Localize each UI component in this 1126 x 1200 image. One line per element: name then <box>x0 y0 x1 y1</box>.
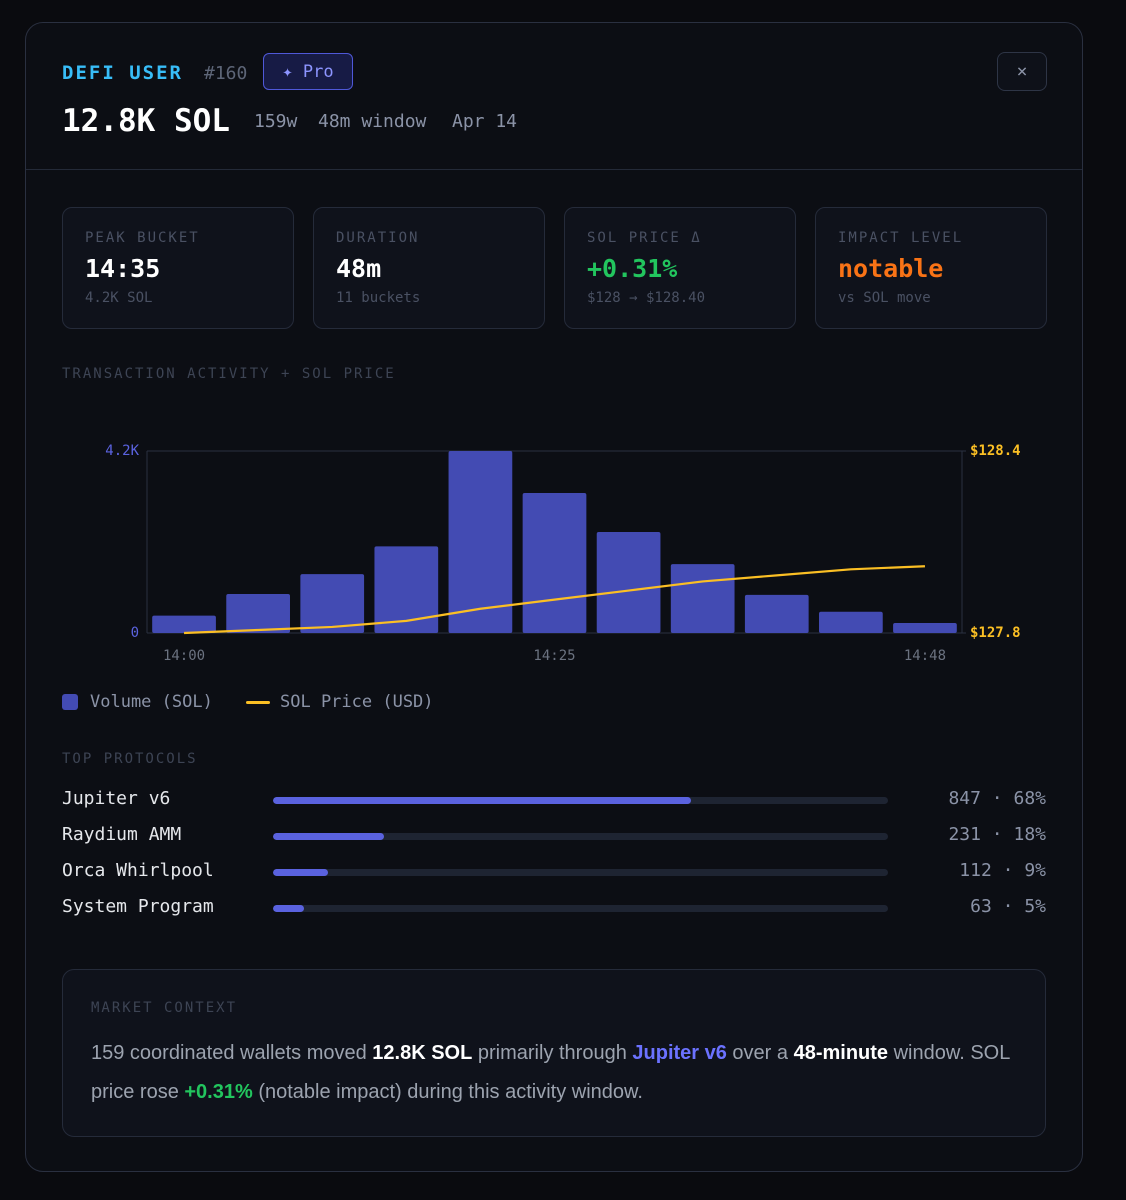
context-part: over a <box>726 1042 794 1064</box>
stat-label: IMPACT LEVEL <box>838 230 964 246</box>
protocol-bar <box>273 797 692 804</box>
bar <box>522 493 587 633</box>
user-id: #160 <box>204 63 248 84</box>
context-title: MARKET CONTEXT <box>91 1000 238 1016</box>
protocol-stats: 63 · 5% <box>970 896 1046 917</box>
bar <box>670 564 735 633</box>
context-part: 159 coordinated wallets moved <box>91 1042 373 1064</box>
meta-window: 48m window <box>318 111 427 132</box>
context-part: 48-minute <box>793 1042 889 1064</box>
pro-badge[interactable]: ✦ Pro <box>263 53 353 90</box>
y2-tick-label: $127.8 <box>970 625 1021 641</box>
stat-value: 14:35 <box>85 254 161 283</box>
stat-card: IMPACT LEVEL notable vs SOL move <box>815 207 1047 329</box>
protocol-count: 63 <box>970 896 992 917</box>
context-text: 159 coordinated wallets moved 12.8K SOL … <box>91 1034 1021 1112</box>
protocol-count: 112 <box>959 860 992 881</box>
meta-date: Apr 14 <box>452 111 518 132</box>
stat-value: notable <box>838 254 944 283</box>
separator: · <box>991 896 1025 917</box>
x-tick-label: 14:25 <box>533 648 575 664</box>
protocol-name: Jupiter v6 <box>62 788 171 809</box>
protocol-name: System Program <box>62 896 214 917</box>
protocol-track <box>273 797 888 804</box>
stat-sub: 11 buckets <box>336 290 421 306</box>
y-tick-label: 0 <box>131 625 139 641</box>
stat-sub: $128 → $128.40 <box>587 290 706 306</box>
bar <box>448 451 513 633</box>
stat-card: DURATION 48m 11 buckets <box>313 207 545 329</box>
legend-label: Volume (SOL) <box>90 692 213 712</box>
separator: · <box>980 788 1014 809</box>
stat-label: DURATION <box>336 230 420 246</box>
stat-value: +0.31% <box>587 254 678 283</box>
x-tick-label: 14:48 <box>904 648 946 664</box>
bar <box>744 594 809 633</box>
y2-tick-label: $128.4 <box>970 443 1021 459</box>
legend-price: SOL Price (USD) <box>246 692 434 712</box>
context-part: Jupiter v6 <box>632 1042 727 1064</box>
protocol-track <box>273 905 888 912</box>
context-part: +0.31% <box>184 1081 253 1103</box>
protocol-share: 5% <box>1024 896 1046 917</box>
stat-card: PEAK BUCKET 14:35 4.2K SOL <box>62 207 294 329</box>
protocol-bar <box>273 905 304 912</box>
bar <box>819 611 883 633</box>
x-tick-label: 14:00 <box>163 648 205 664</box>
protocol-track <box>273 833 888 840</box>
bar <box>374 546 439 633</box>
bar <box>152 615 216 633</box>
bar <box>226 594 290 633</box>
bar <box>300 574 365 633</box>
amount: 12.8K SOL <box>62 103 230 139</box>
bar <box>893 623 957 633</box>
divider <box>26 169 1082 170</box>
protocol-track <box>273 869 888 876</box>
context-part: window. SOL price rose <box>91 1042 1010 1103</box>
context-part: 12.8K SOL <box>372 1042 473 1064</box>
chart: 0 4.2K $127.8 $128.4 14:00 14:25 14:48 <box>105 443 1021 664</box>
context-part: (notable impact) during this activity wi… <box>252 1081 643 1103</box>
protocol-count: 847 <box>948 788 981 809</box>
protocol-name: Orca Whirlpool <box>62 860 214 881</box>
protocol-bar <box>273 869 329 876</box>
protocol-share: 68% <box>1013 788 1046 809</box>
meta-wallets: 159w <box>254 111 298 132</box>
price-line <box>184 565 925 635</box>
stat-value: 48m <box>336 254 382 283</box>
protocol-stats: 231 · 18% <box>948 824 1046 845</box>
close-button[interactable]: × <box>997 52 1047 91</box>
legend-swatch <box>62 694 78 710</box>
stat-card: SOL PRICE Δ +0.31% $128 → $128.40 <box>564 207 796 329</box>
user-label: DEFI USER <box>62 62 183 84</box>
separator: · <box>991 860 1025 881</box>
stat-label: SOL PRICE Δ <box>587 230 702 246</box>
context-part: primarily through <box>472 1042 633 1064</box>
market-context: MARKET CONTEXT 159 coordinated wallets m… <box>62 969 1046 1137</box>
protocols-title: TOP PROTOCOLS <box>62 751 198 767</box>
protocol-count: 231 <box>948 824 981 845</box>
protocol-name: Raydium AMM <box>62 824 182 845</box>
legend-swatch <box>246 700 270 704</box>
stat-label: PEAK BUCKET <box>85 230 200 246</box>
legend-volume: Volume (SOL) <box>62 692 213 712</box>
chart-title: TRANSACTION ACTIVITY + SOL PRICE <box>62 366 396 382</box>
protocol-share: 18% <box>1013 824 1046 845</box>
protocol-bar <box>273 833 384 840</box>
protocol-share: 9% <box>1024 860 1046 881</box>
bar <box>596 532 661 633</box>
y-tick-label: 4.2K <box>105 443 139 459</box>
protocol-stats: 112 · 9% <box>959 860 1046 881</box>
separator: · <box>980 824 1014 845</box>
legend-label: SOL Price (USD) <box>280 692 434 712</box>
stat-sub: vs SOL move <box>838 290 931 306</box>
stat-sub: 4.2K SOL <box>85 290 153 306</box>
protocol-stats: 847 · 68% <box>948 788 1046 809</box>
